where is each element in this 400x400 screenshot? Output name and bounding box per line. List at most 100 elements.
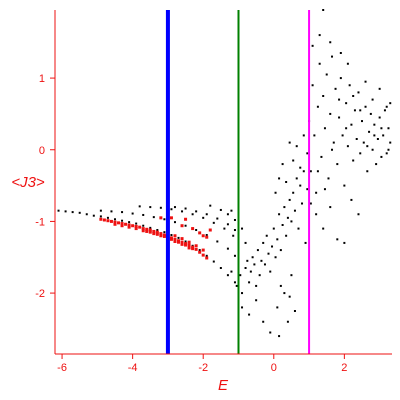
- data-point: [226, 274, 229, 277]
- data-point: [226, 223, 229, 226]
- vertical-reference-lines: [165, 10, 311, 354]
- data-point: [322, 9, 325, 11]
- data-point: [371, 148, 374, 151]
- data-point: [346, 62, 349, 65]
- data-point: [106, 219, 110, 223]
- y-tick-label: -2: [35, 288, 45, 300]
- data-point: [155, 232, 159, 236]
- data-point: [181, 210, 184, 213]
- data-point: [159, 206, 162, 209]
- data-point: [288, 198, 291, 201]
- data-point: [127, 225, 131, 229]
- data-point: [233, 254, 236, 257]
- data-point: [216, 217, 219, 220]
- data-point: [205, 213, 208, 216]
- data-point: [304, 241, 307, 244]
- x-tick-label: -4: [128, 362, 138, 374]
- data-point: [198, 249, 201, 252]
- data-point: [212, 260, 215, 263]
- data-point: [329, 112, 332, 115]
- data-point: [205, 235, 209, 239]
- data-point: [285, 181, 288, 183]
- data-point: [64, 210, 67, 213]
- data-point: [263, 263, 266, 266]
- data-point: [325, 73, 328, 76]
- data-point: [233, 281, 236, 284]
- x-axis-ticks: -6 -4 -2 0 2: [57, 354, 347, 374]
- data-point: [205, 254, 208, 257]
- data-point: [269, 331, 272, 334]
- data-point: [353, 109, 356, 112]
- data-point: [343, 241, 346, 244]
- data-point: [141, 229, 145, 233]
- data-point: [279, 284, 282, 287]
- data-point: [352, 95, 355, 97]
- y-tick-label: 0: [39, 145, 45, 157]
- y-tick-label: -1: [35, 216, 45, 228]
- data-point: [145, 227, 149, 231]
- data-point: [219, 267, 222, 269]
- data-point: [159, 216, 163, 220]
- data-point: [187, 246, 191, 250]
- data-point: [338, 116, 341, 119]
- data-point: [180, 240, 184, 244]
- data-point: [368, 130, 371, 133]
- data-point: [241, 306, 244, 309]
- data-point: [162, 234, 166, 238]
- data-point: [283, 292, 286, 295]
- data-point: [226, 213, 229, 216]
- data-point: [345, 102, 348, 105]
- data-point: [302, 134, 305, 137]
- data-point: [355, 138, 358, 140]
- data-point: [142, 224, 145, 227]
- data-point: [302, 170, 305, 173]
- data-point: [286, 216, 289, 219]
- data-point: [309, 202, 312, 205]
- data-point: [278, 177, 281, 180]
- data-point: [274, 256, 277, 259]
- data-point: [135, 222, 138, 225]
- data-point: [375, 163, 378, 166]
- y-tick-label: 1: [39, 73, 45, 85]
- data-point: [350, 123, 353, 126]
- data-point: [366, 170, 369, 173]
- data-point: [187, 243, 191, 247]
- data-point: [343, 184, 346, 187]
- data-point: [120, 224, 124, 228]
- data-point: [258, 274, 261, 277]
- data-point: [99, 209, 102, 212]
- data-point: [159, 232, 163, 236]
- data-point: [269, 270, 272, 273]
- data-point: [299, 184, 302, 187]
- data-point: [283, 206, 286, 209]
- data-point: [336, 238, 339, 241]
- data-point: [256, 249, 259, 252]
- data-point: [362, 141, 365, 144]
- data-point: [331, 55, 334, 58]
- data-point: [148, 230, 152, 234]
- data-point: [201, 248, 205, 252]
- data-point: [323, 188, 326, 191]
- data-point: [290, 220, 293, 223]
- axes: [54, 10, 392, 355]
- data-point: [364, 80, 367, 83]
- data-point: [223, 227, 226, 230]
- data-point: [320, 155, 323, 158]
- data-point: [244, 267, 247, 269]
- data-point: [281, 224, 284, 226]
- data-point: [380, 155, 383, 158]
- data-point: [336, 163, 339, 166]
- data-point: [241, 292, 244, 295]
- data-point: [106, 216, 109, 219]
- data-point: [316, 170, 319, 173]
- data-point: [288, 141, 291, 144]
- data-point: [248, 313, 251, 316]
- data-point: [318, 34, 321, 37]
- data-point: [272, 227, 275, 230]
- data-point: [306, 152, 309, 155]
- data-point: [389, 102, 392, 105]
- data-point: [113, 218, 116, 221]
- data-point: [311, 84, 314, 87]
- data-point: [149, 226, 152, 229]
